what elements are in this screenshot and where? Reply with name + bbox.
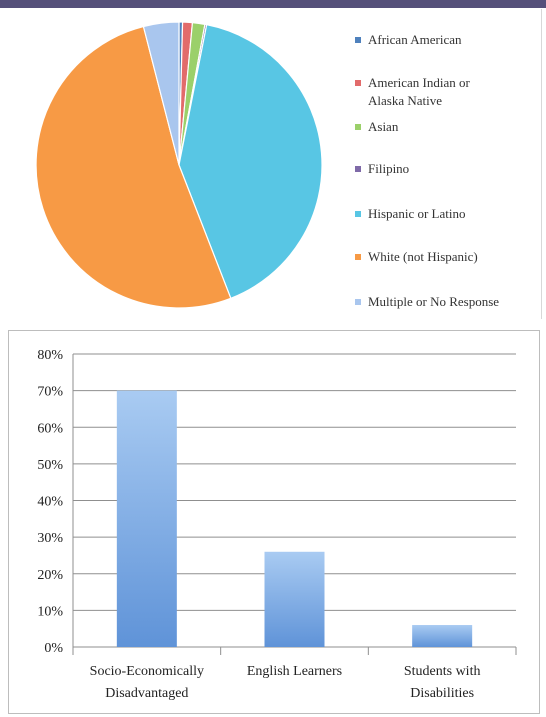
legend-label: Asian xyxy=(368,119,399,134)
y-tick-label: 10% xyxy=(37,604,63,619)
y-tick-label: 80% xyxy=(37,348,63,363)
y-tick-label: 40% xyxy=(37,495,63,510)
top-band xyxy=(0,0,546,8)
y-tick-label: 20% xyxy=(37,568,63,583)
pie-slice-multiple-or-no-response xyxy=(142,21,180,166)
legend-swatch xyxy=(355,80,361,86)
x-tick-label: Socio-Economically xyxy=(90,664,204,679)
pie-chart-panel: African American American Indian or Alaska… xyxy=(8,9,542,319)
legend-item: Multiple or No Response xyxy=(355,293,499,311)
legend-label: Filipino xyxy=(368,161,410,176)
bar-chart-panel: 0% 10% 20% 30% 40% 50% 60% 70% 80% Socio-Economic… xyxy=(8,330,540,714)
bar-english-learners xyxy=(264,551,325,647)
legend-swatch xyxy=(355,299,361,305)
bar-students-with-disabilities xyxy=(412,625,473,647)
legend-item: Asian xyxy=(355,118,398,136)
y-tick-label: 60% xyxy=(37,421,63,436)
legend-label: White (not Hispanic) xyxy=(368,249,478,264)
legend-swatch xyxy=(355,211,361,217)
legend-label: American Indian or Alaska Native xyxy=(368,75,470,108)
x-tick-label: Disabilities xyxy=(410,686,474,701)
legend-item: American Indian or Alaska Native xyxy=(355,74,470,110)
x-tick-label: English Learners xyxy=(247,664,342,679)
y-tick-label: 30% xyxy=(37,531,63,546)
y-tick-label: 0% xyxy=(44,641,63,656)
legend-item: African American xyxy=(355,31,461,49)
legend-swatch xyxy=(355,254,361,260)
y-tick-label: 50% xyxy=(37,458,63,473)
legend-label: African American xyxy=(368,32,462,47)
legend-item: Filipino xyxy=(355,160,409,178)
x-tick-label: Disadvantaged xyxy=(105,686,188,701)
bar-socio-economically-disadvantaged xyxy=(116,390,177,647)
legend-swatch xyxy=(355,166,361,172)
legend-label: Multiple or No Response xyxy=(368,294,500,309)
legend-swatch xyxy=(355,37,361,43)
bar-chart: 0% 10% 20% 30% 40% 50% 60% 70% 80% Socio-Economic… xyxy=(37,348,517,701)
x-tick-label: Students with xyxy=(404,664,481,679)
legend-label: Hispanic or Latino xyxy=(368,206,466,221)
legend-item: White (not Hispanic) xyxy=(355,248,478,266)
y-tick-label: 70% xyxy=(37,385,63,400)
pie-slice-white-not-hispanic xyxy=(35,25,232,309)
legend-swatch xyxy=(355,124,361,130)
legend-item: Hispanic or Latino xyxy=(355,205,465,223)
pie-slice-hispanic-or-latino xyxy=(178,23,323,300)
pie-chart xyxy=(35,21,323,309)
